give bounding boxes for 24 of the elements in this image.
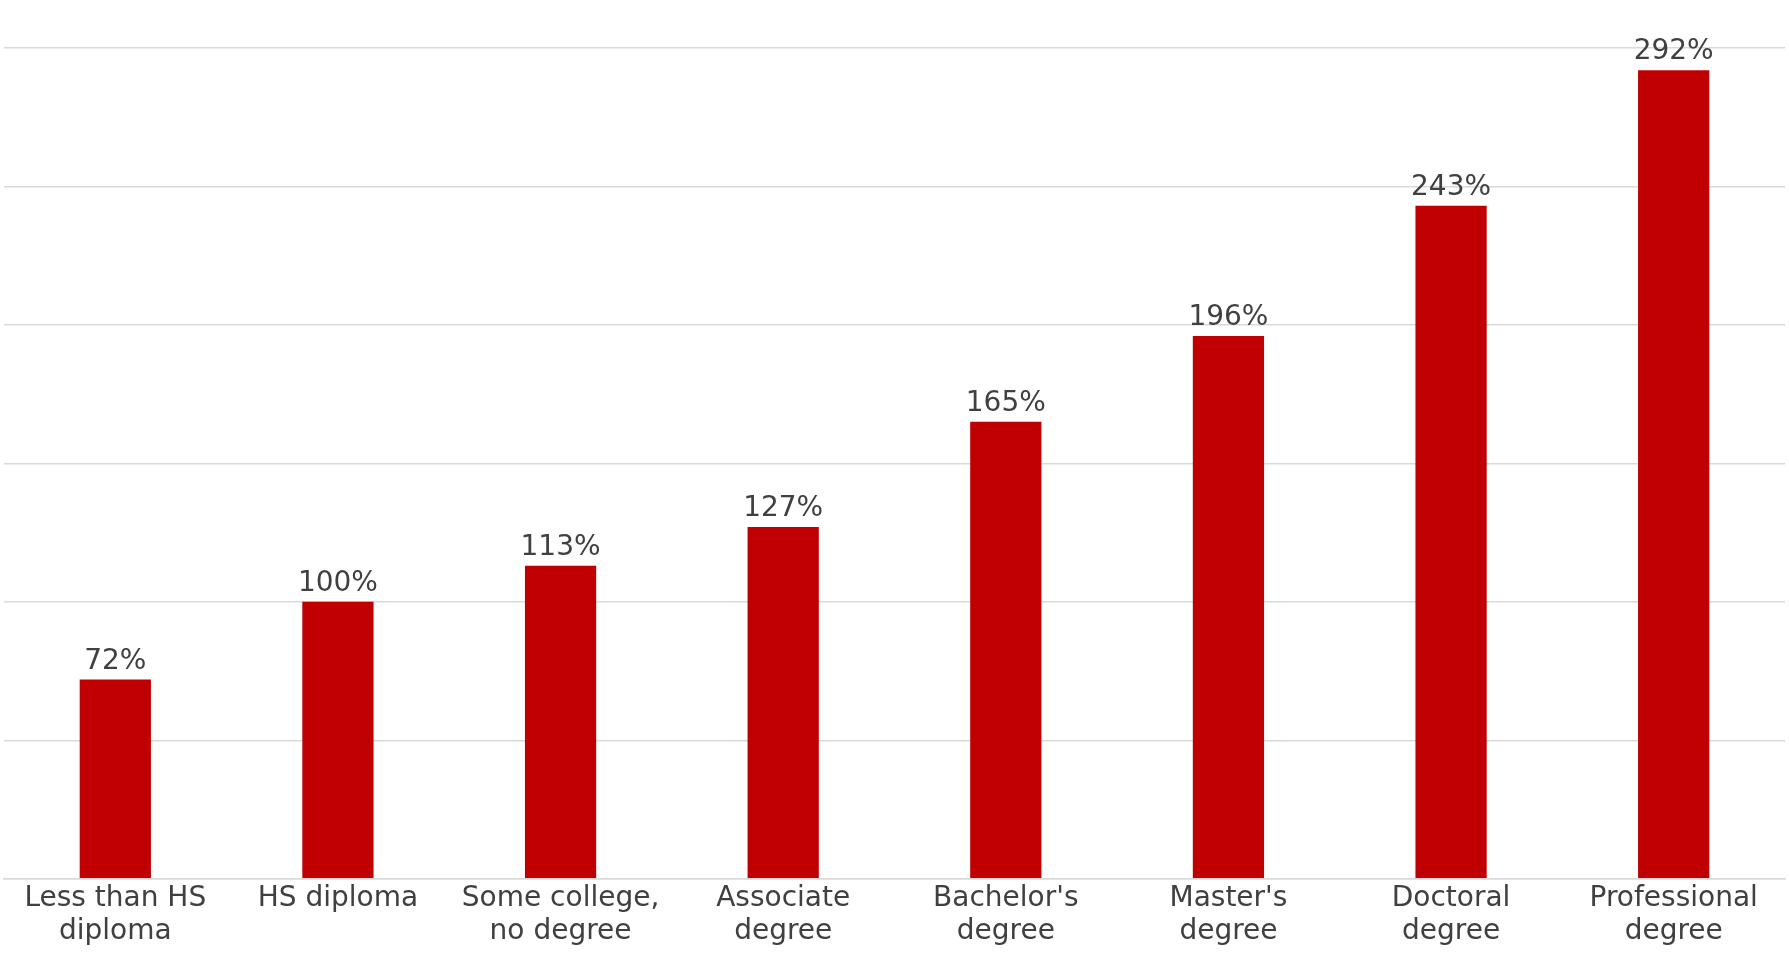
- x-tick-label: Professional degree: [1589, 879, 1758, 947]
- bar: [970, 421, 1042, 879]
- x-tick-label: Doctoral degree: [1391, 879, 1511, 947]
- bar: [1415, 205, 1487, 879]
- data-label: 100%: [297, 565, 378, 599]
- x-tick-label: Less than HS diploma: [24, 879, 207, 947]
- data-label: 292%: [1633, 33, 1714, 67]
- bar: [79, 679, 151, 879]
- bar: [1192, 336, 1265, 879]
- bar: [524, 565, 597, 879]
- x-tick-label: Some college, no degree: [461, 879, 660, 947]
- bar: [1638, 70, 1710, 879]
- bar: [747, 527, 819, 879]
- x-tick-label: Bachelor's degree: [933, 879, 1079, 947]
- data-label: 113%: [520, 529, 601, 563]
- x-tick-label: Associate degree: [716, 879, 851, 947]
- data-label: 127%: [743, 490, 824, 524]
- x-tick-label: Master's degree: [1169, 879, 1288, 947]
- data-label: 196%: [1188, 299, 1269, 333]
- data-label: 72%: [84, 642, 147, 676]
- data-label: 243%: [1411, 169, 1492, 203]
- bar: [302, 601, 374, 879]
- x-tick-label: HS diploma: [257, 879, 419, 913]
- data-label: 165%: [965, 385, 1046, 419]
